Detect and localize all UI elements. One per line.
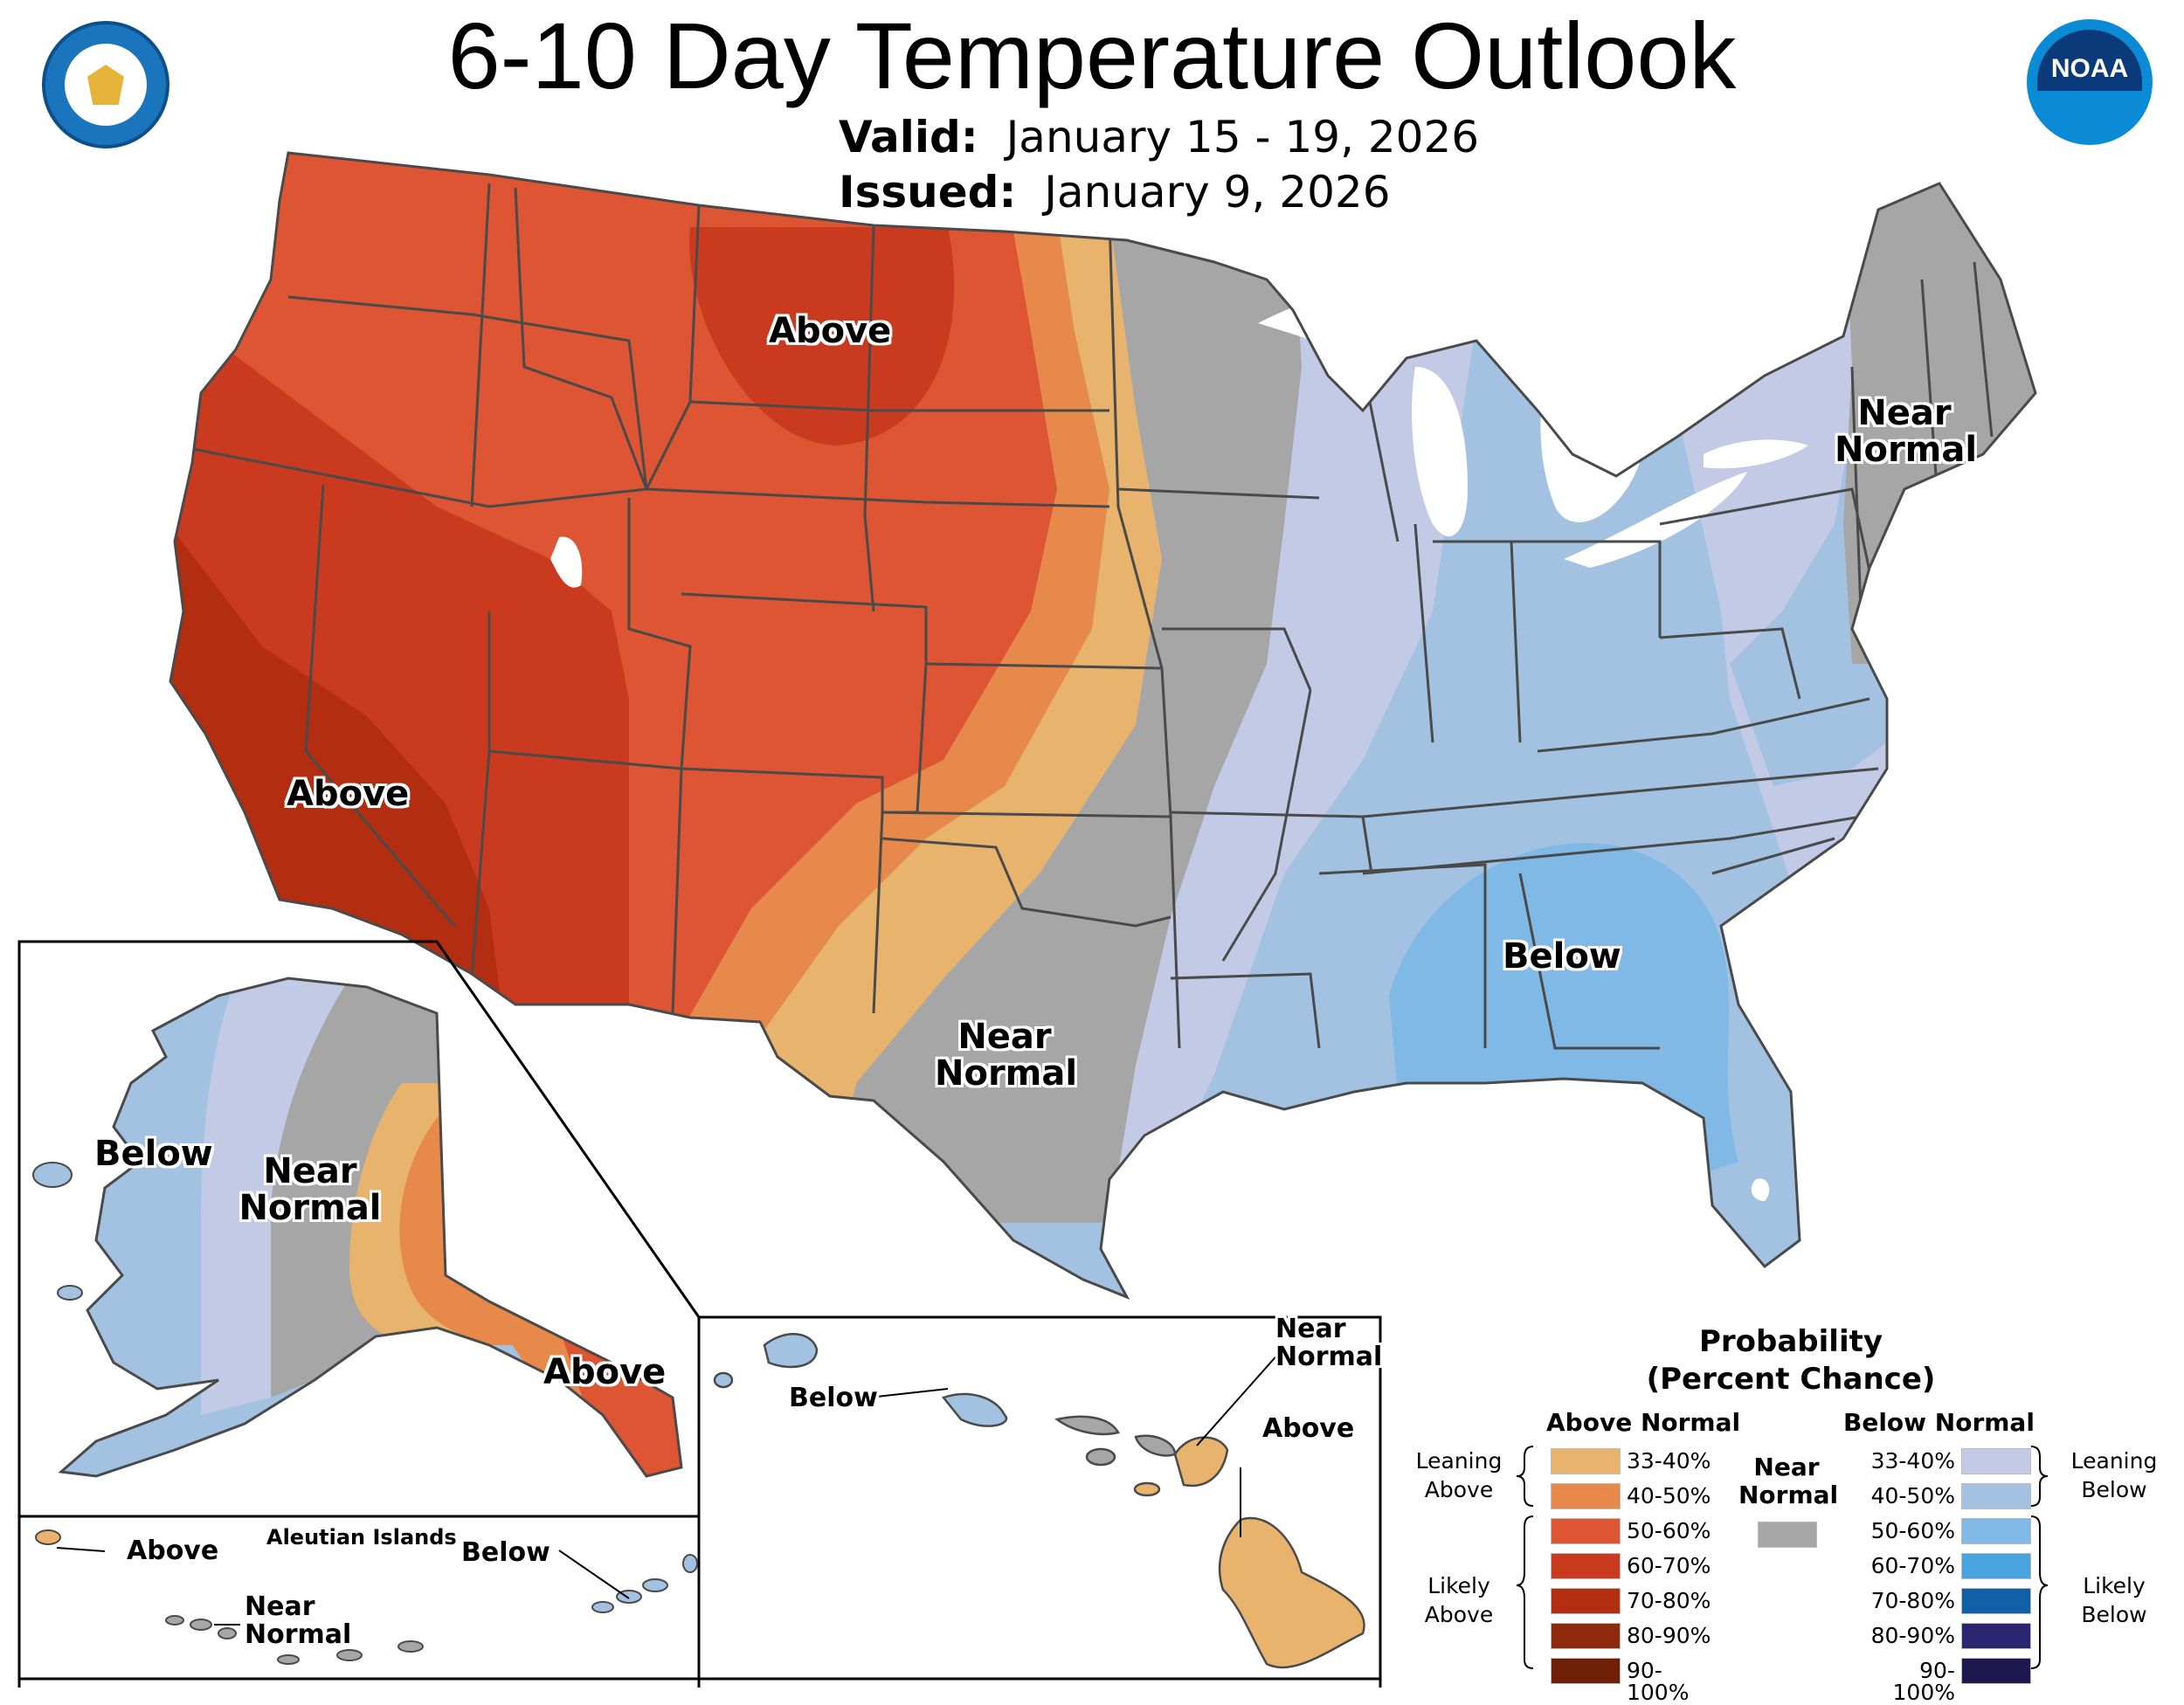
hawaii-label-below: Below — [789, 1383, 878, 1413]
legend-likely-above: Likely Above — [1424, 1573, 1494, 1627]
aleutian-label-above: Above — [127, 1536, 219, 1566]
conus-outline — [169, 151, 2037, 1300]
legend-leaning-below: Leaning Below — [2070, 1448, 2158, 1502]
conus-label-near-normal-texas: Near Normal — [935, 1017, 1078, 1094]
legend-below-swatch — [1961, 1623, 2031, 1649]
legend-below-swatch — [1961, 1658, 2031, 1684]
page-title: 6-10 Day Temperature Outlook — [447, 3, 1737, 108]
legend-above-swatch — [1551, 1448, 1621, 1474]
legend-near-header: Near Normal — [1738, 1453, 1839, 1510]
legend-above-range-label: 50-60% — [1627, 1518, 1711, 1543]
noaa-logo-text: NOAA — [2050, 54, 2129, 83]
legend-above-swatch — [1551, 1623, 1621, 1649]
legend-likely-below: Likely Below — [2081, 1573, 2147, 1627]
legend-above-swatch — [1551, 1553, 1621, 1579]
legend-braces — [1516, 1446, 2049, 1669]
conus-label-below: Below — [1503, 936, 1621, 977]
legend-below-swatch — [1961, 1588, 2031, 1614]
aleutian-leaders — [56, 1547, 630, 1626]
legend-title: Probability (Percent Chance) — [1590, 1323, 1992, 1398]
legend-above-range-label: 60-70% — [1627, 1553, 1711, 1578]
issued-label: Issued: — [839, 167, 1017, 217]
alaska-label-above: Above — [543, 1352, 667, 1392]
aleutian-islands — [35, 1529, 698, 1665]
conus-label-near-normal-northeast: Near Normal — [1835, 393, 1978, 470]
alaska-zones — [61, 978, 681, 1476]
legend-above-range-label: 90-100% — [1627, 1658, 1690, 1705]
legend-above-swatch — [1551, 1483, 1621, 1509]
legend-above-range-label: 80-90% — [1627, 1623, 1711, 1648]
legend-below-range-label: 90-100% — [1892, 1658, 1955, 1705]
aleutian-label-near-normal: Near Normal — [245, 1591, 352, 1650]
legend-below-range-label: 50-60% — [1870, 1518, 1955, 1543]
legend-below-range-label: 70-80% — [1870, 1588, 1955, 1613]
legend-below-swatch — [1961, 1553, 2031, 1579]
hawaii-label-above: Above — [1262, 1413, 1355, 1444]
hawaii-islands — [713, 1333, 1365, 1669]
legend-below-range-label: 80-90% — [1870, 1623, 1955, 1648]
legend-below-range-label: 40-50% — [1870, 1483, 1955, 1508]
conus-label-above-north: Above — [769, 311, 892, 351]
legend-above-swatch — [1551, 1658, 1621, 1684]
hawaii-leaders — [868, 1351, 1281, 1537]
legend-below-swatch — [1961, 1483, 2031, 1509]
issued-line: Issued: January 9, 2026 — [839, 170, 1391, 214]
commerce-seal-logo — [42, 21, 169, 148]
legend-title-line1: Probability — [1698, 1324, 1883, 1359]
valid-value: January 15 - 19, 2026 — [1006, 112, 1480, 162]
legend-title-line2: (Percent Chance) — [1646, 1361, 1936, 1397]
legend-near-swatch — [1758, 1522, 1817, 1548]
legend-above-range-label: 70-80% — [1627, 1588, 1711, 1613]
conus-label-above-west: Above — [287, 774, 410, 814]
alaska-outline — [58, 977, 683, 1478]
valid-label: Valid: — [839, 112, 978, 162]
alaska-label-below: Below — [94, 1134, 213, 1174]
legend-below-swatch — [1961, 1518, 2031, 1544]
legend-below-swatch — [1961, 1448, 2031, 1474]
hawaii-label-near-normal: Near Normal — [1275, 1314, 1383, 1372]
legend-above-range-label: 40-50% — [1627, 1483, 1711, 1508]
legend-below-range-label: 33-40% — [1870, 1448, 1955, 1474]
legend-below-range-label: 60-70% — [1870, 1553, 1955, 1578]
legend-above-swatch — [1551, 1588, 1621, 1614]
alaska-label-near-normal: Near Normal — [238, 1151, 382, 1228]
legend-above-swatch — [1551, 1518, 1621, 1544]
aleutian-label-below: Below — [461, 1537, 550, 1568]
aleutian-title: Aleutian Islands — [266, 1525, 457, 1550]
valid-line: Valid: January 15 - 19, 2026 — [839, 115, 1479, 159]
legend-below-header: Below Normal — [1843, 1408, 2035, 1437]
legend-above-range-label: 33-40% — [1627, 1448, 1711, 1474]
legend-leaning-above: Leaning Above — [1415, 1448, 1503, 1502]
issued-value: January 9, 2026 — [1044, 167, 1391, 217]
legend-above-header: Above Normal — [1546, 1408, 1741, 1437]
noaa-logo: NOAA — [2027, 19, 2153, 145]
